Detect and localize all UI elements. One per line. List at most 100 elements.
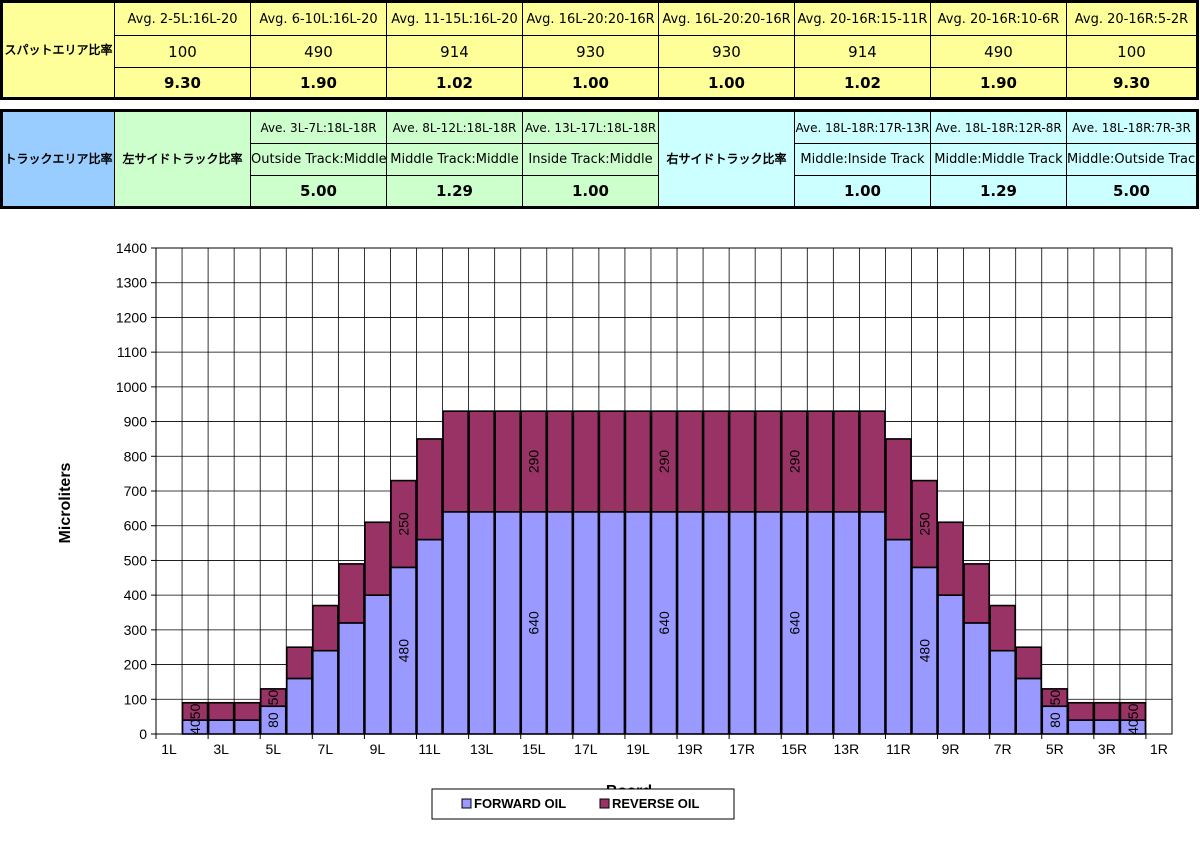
bar-reverse-oil: [1067, 701, 1095, 721]
right-track-header: Ave. 18L-18R:12R-8R: [930, 111, 1067, 144]
x-tick-label: 7L: [318, 741, 334, 757]
bar-reverse-oil: [650, 410, 678, 513]
bar-reverse-oil: [780, 410, 808, 513]
bar-reverse-oil: [728, 410, 756, 513]
y-tick-label: 1000: [116, 379, 147, 395]
spot-ratio: 1.02: [386, 67, 523, 98]
y-tick-label: 100: [124, 691, 148, 707]
bar-forward-oil: [989, 649, 1016, 735]
data-label: 50: [187, 703, 203, 719]
bar-forward-oil: [494, 511, 522, 735]
right-track-ratio: 1.29: [930, 175, 1067, 207]
bar-forward-oil: [546, 511, 574, 735]
data-label: 290: [786, 450, 802, 474]
bar-reverse-oil: [833, 410, 860, 513]
y-tick-label: 200: [124, 657, 148, 673]
y-tick-label: 700: [124, 483, 148, 499]
bar-forward-oil: [207, 719, 235, 735]
spot-header: Avg. 20-16R:15-11R: [794, 2, 931, 36]
data-label: 480: [395, 639, 411, 663]
y-tick-label: 1300: [116, 275, 147, 291]
spot-ratio: 1.00: [522, 67, 659, 98]
bar-forward-oil: [963, 622, 990, 735]
legend-forward-swatch: [461, 798, 472, 809]
bar-reverse-oil: [338, 563, 365, 624]
y-tick-label: 1400: [116, 240, 147, 256]
spot-header: Avg. 11-15L:16L-20: [386, 2, 523, 36]
right-track-header: Ave. 18L-18R:17R-13R: [794, 111, 931, 144]
spot-value: 914: [794, 35, 931, 68]
bar-reverse-oil: [989, 604, 1016, 652]
x-tick-label: 19R: [677, 741, 703, 757]
x-tick-label: 9R: [942, 741, 960, 757]
track-ratio-table: トラックエリア比率 左サイドトラック比率 Ave. 3L-7L:18L-18R …: [0, 109, 1199, 209]
data-label: 250: [917, 512, 933, 536]
spot-value: 930: [522, 35, 659, 68]
data-label: 80: [1047, 712, 1063, 728]
spot-ratio: 1.90: [930, 67, 1067, 98]
bar-forward-oil: [1067, 719, 1095, 735]
left-track-sub: Middle Track:Middle: [386, 143, 523, 176]
x-tick-label: 15R: [781, 741, 807, 757]
bar-reverse-oil: [702, 410, 730, 513]
right-track-sub: Middle:Outside Track: [1066, 143, 1197, 176]
bar-forward-oil: [702, 511, 730, 735]
data-label: 640: [526, 611, 542, 635]
bar-reverse-oil: [676, 410, 704, 513]
spot-header: Avg. 20-16R:5-2R: [1066, 2, 1197, 36]
right-track-label: 右サイドトラック比率: [658, 111, 795, 207]
right-track-sub: Middle:Middle Track: [930, 143, 1067, 176]
bar-forward-oil: [442, 511, 469, 735]
x-tick-label: 19L: [626, 741, 650, 757]
y-tick-label: 1100: [117, 344, 147, 360]
track-row-label: トラックエリア比率: [2, 111, 115, 207]
bar-reverse-oil: [442, 410, 469, 513]
y-axis-ticks: 0 100 200 300 400 500 600 700 800 900 1000 1100 1200…: [116, 240, 156, 742]
data-label: 40: [187, 719, 203, 735]
bar-reverse-oil: [390, 479, 417, 569]
y-tick-label: 500: [124, 552, 148, 568]
x-tick-label: 1L: [161, 741, 177, 757]
data-label: 640: [656, 611, 672, 635]
spot-header: Avg. 6-10L:16L-20: [250, 2, 387, 36]
bar-forward-oil: [624, 511, 652, 735]
right-track-ratio: 5.00: [1066, 175, 1197, 207]
spot-header: Avg. 2-5L:16L-20: [114, 2, 251, 36]
bar-reverse-oil: [364, 521, 391, 596]
y-tick-label: 0: [139, 726, 147, 742]
bar-forward-oil: [598, 511, 626, 735]
oil-pattern-chart: 4050805048025064029064029064029048025080…: [57, 240, 1173, 820]
data-label: 290: [526, 450, 542, 474]
left-track-ratio: 5.00: [250, 175, 387, 207]
left-track-ratio: 1.00: [522, 175, 659, 207]
spot-ratio-table: スパットエリア比率 Avg. 2-5L:16L-20 Avg. 6-10L:16…: [0, 0, 1199, 100]
bar-reverse-oil: [1093, 701, 1121, 721]
spot-value: 914: [386, 35, 523, 68]
y-tick-label: 800: [124, 448, 148, 464]
bar-reverse-oil: [285, 646, 313, 680]
y-axis-label: Microliters: [57, 462, 74, 543]
bar-reverse-oil: [207, 701, 235, 721]
bar-reverse-oil: [520, 410, 548, 513]
legend-reverse-label: REVERSE OIL: [612, 796, 699, 811]
bar-forward-oil: [520, 511, 548, 735]
bar-forward-oil: [728, 511, 756, 735]
x-tick-label: 5L: [265, 741, 281, 757]
x-tick-label: 11R: [886, 741, 911, 757]
bar-forward-oil: [676, 511, 704, 735]
x-axis-ticks: 1L 3L 5L 7L 9L 11L 13L 15L 17L 19L 19R 17R 15R 13R 11R…: [155, 734, 1168, 757]
legend-reverse-swatch: [599, 798, 610, 809]
bar-forward-oil: [885, 538, 912, 735]
bar-forward-oil: [1093, 719, 1121, 735]
bar-forward-oil: [338, 622, 365, 735]
spot-ratio: 9.30: [1066, 67, 1197, 98]
data-label: 480: [917, 639, 933, 663]
x-tick-label: 3R: [1098, 741, 1116, 757]
data-label: 50: [1125, 703, 1141, 719]
data-label: 290: [656, 450, 672, 474]
x-tick-label: 7R: [994, 741, 1012, 757]
chart-legend: FORWARD OIL REVERSE OIL: [431, 788, 735, 820]
left-track-label: 左サイドトラック比率: [114, 111, 251, 207]
spot-header: Avg. 16L-20:20-16R: [522, 2, 659, 36]
chart-data-labels: 4050805048025064029064029064029048025080…: [187, 450, 1141, 735]
